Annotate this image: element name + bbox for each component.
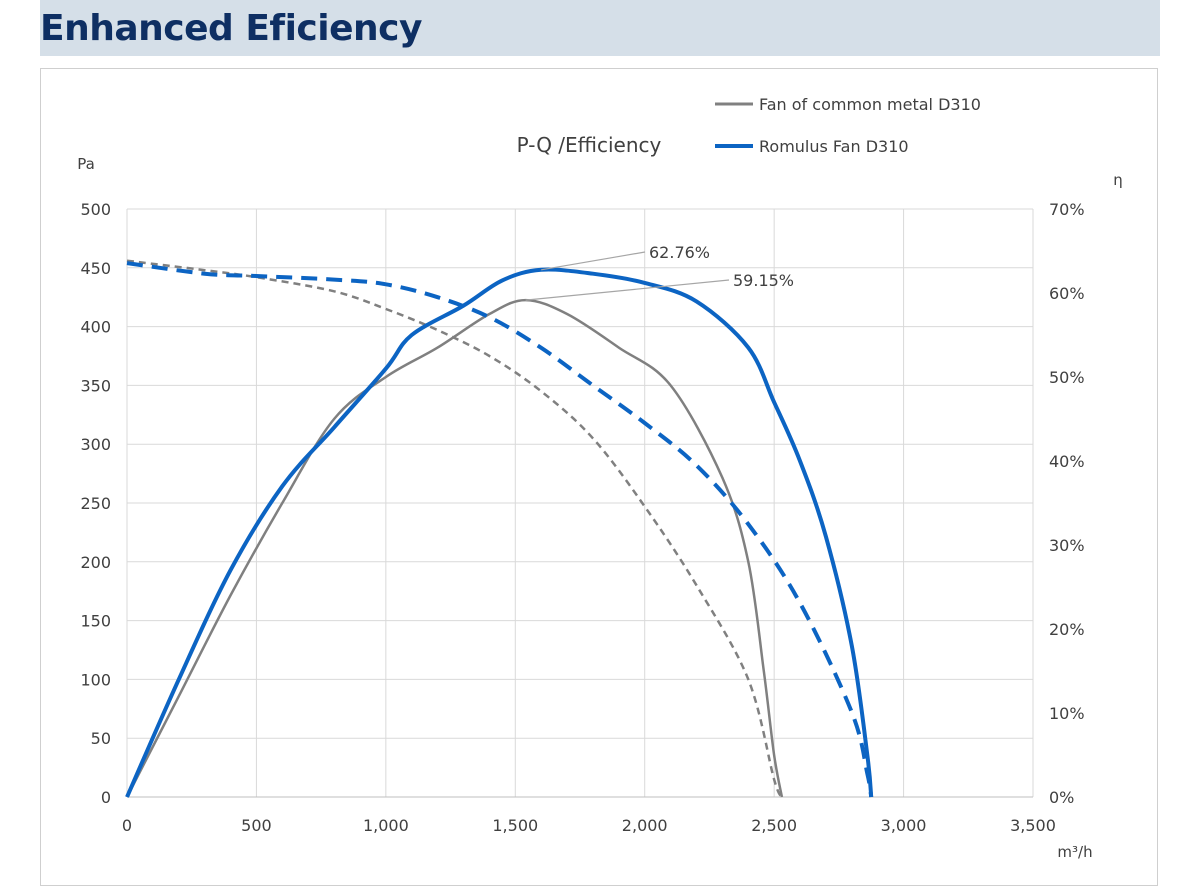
annotation-layer: 62.76% 59.15% <box>525 243 794 301</box>
page-title: Enhanced Eficiency <box>40 8 422 49</box>
y-right-tick-label: 40% <box>1049 452 1085 471</box>
y-right-tick-label: 0% <box>1049 788 1074 807</box>
romulus-efficiency-line <box>125 267 874 798</box>
y-left-tick-label: 450 <box>80 259 111 278</box>
chart-frame: 0 500 1,000 1,500 2,000 2,500 3,000 3,500 0 50 100… <box>40 68 1158 886</box>
chart-title: P-Q /Efficiency <box>517 133 662 157</box>
x-tick-label: 1,500 <box>492 816 538 835</box>
x-tick-label: 500 <box>241 816 272 835</box>
y-left-tick-label: 300 <box>80 435 111 454</box>
pq-efficiency-chart: 0 500 1,000 1,500 2,000 2,500 3,000 3,500 0 50 100… <box>77 95 1123 861</box>
grid-layer <box>126 208 1034 798</box>
tick-layer: 0 500 1,000 1,500 2,000 2,500 3,000 3,500 0 50 100… <box>80 200 1084 835</box>
y-left-axis-label: Pa <box>77 155 95 173</box>
annotation-label: 62.76% <box>649 243 710 262</box>
y-left-tick-label: 100 <box>80 670 111 689</box>
x-tick-label: 3,500 <box>1010 816 1056 835</box>
y-left-tick-label: 150 <box>80 612 111 631</box>
y-left-tick-label: 0 <box>101 788 111 807</box>
y-right-axis-label: η <box>1113 171 1123 189</box>
annotation-label: 59.15% <box>733 271 794 290</box>
y-right-tick-label: 10% <box>1049 704 1085 723</box>
x-tick-label: 3,000 <box>881 816 927 835</box>
y-left-tick-label: 350 <box>80 376 111 395</box>
legend-label-common: Fan of common metal D310 <box>759 95 981 114</box>
header-band <box>40 0 1160 56</box>
y-right-tick-label: 20% <box>1049 620 1085 639</box>
x-tick-label: 2,500 <box>751 816 797 835</box>
y-right-tick-label: 70% <box>1049 200 1085 219</box>
annotation-leader <box>525 279 730 301</box>
romulus-pressure-line <box>126 261 874 798</box>
annotation-leader <box>541 251 646 271</box>
x-tick-label: 2,000 <box>622 816 668 835</box>
y-left-tick-label: 50 <box>91 729 111 748</box>
legend: Fan of common metal D310 Romulus Fan D31… <box>715 95 981 156</box>
y-left-tick-label: 500 <box>80 200 111 219</box>
legend-label-romulus: Romulus Fan D310 <box>759 137 909 156</box>
series-layer <box>125 259 874 798</box>
y-left-tick-label: 250 <box>80 494 111 513</box>
y-left-tick-label: 200 <box>80 553 111 572</box>
x-tick-label: 0 <box>122 816 132 835</box>
y-right-tick-label: 50% <box>1049 368 1085 387</box>
common-metal-pressure-line <box>126 259 784 798</box>
x-tick-label: 1,000 <box>363 816 409 835</box>
y-right-tick-label: 60% <box>1049 284 1085 303</box>
y-right-tick-label: 30% <box>1049 536 1085 555</box>
x-axis-label: m³/h <box>1057 843 1092 861</box>
y-left-tick-label: 400 <box>80 318 111 337</box>
common-metal-efficiency-line <box>125 298 784 798</box>
